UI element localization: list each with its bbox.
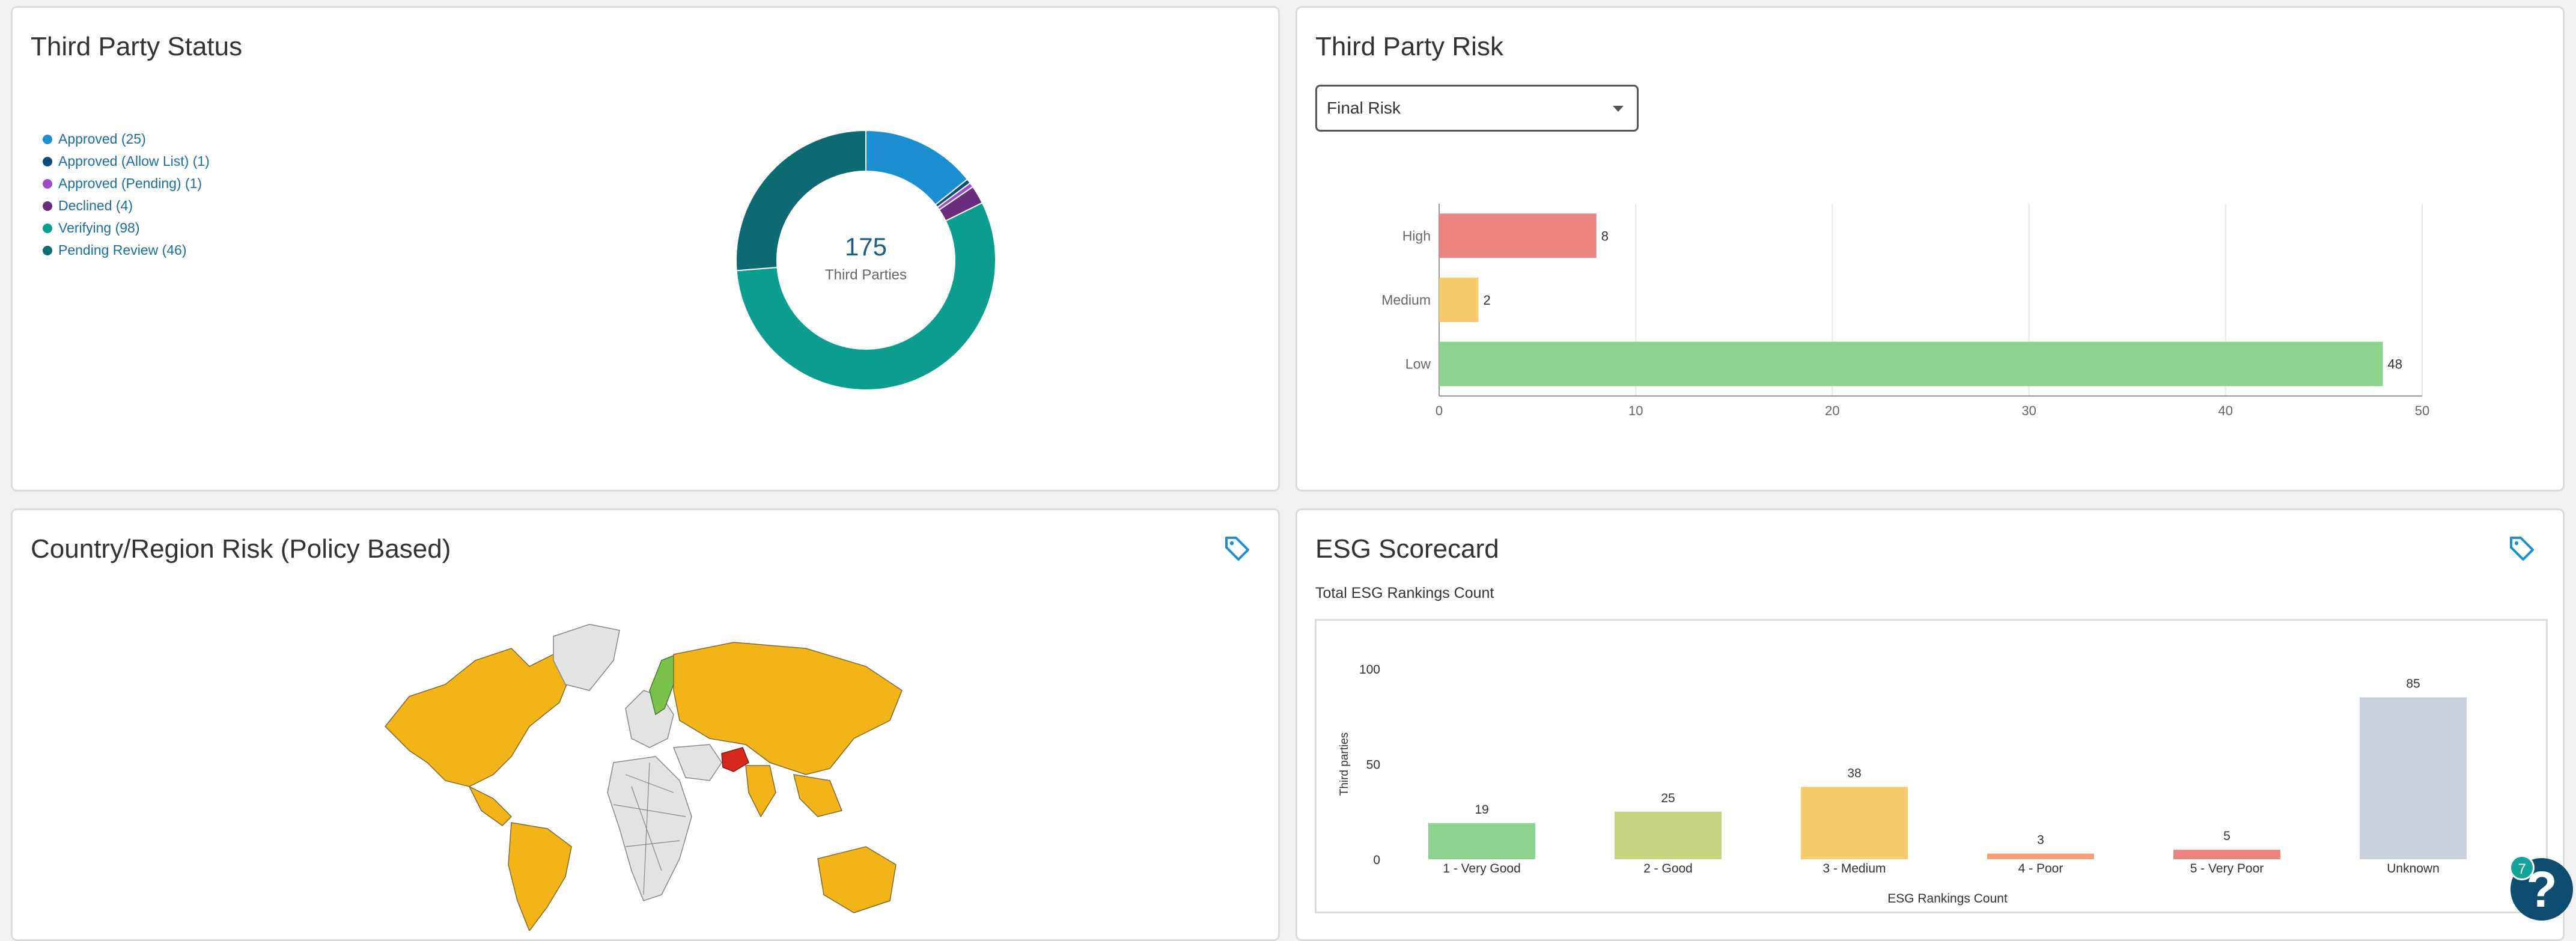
y-category-label: High	[1402, 228, 1431, 243]
y-tick-label: 50	[1366, 758, 1380, 772]
country-risk-card: Country/Region Risk (Policy Based)	[11, 508, 1280, 941]
third-party-risk-card: Third Party Risk Final Risk 0 10 20 30 40 50 H…	[1296, 6, 2565, 492]
x-category-label: 3 - Medium	[1822, 862, 1886, 876]
map-region-australia	[817, 846, 897, 913]
donut-center-label: Third Parties	[825, 267, 907, 283]
status-legend: Approved (25) Approved (Allow List) (1) …	[43, 128, 210, 261]
y-category-label: Medium	[1381, 292, 1431, 308]
x-axis-label: ESG Rankings Count	[1887, 892, 2008, 906]
esg-subtitle: Total ESG Rankings Count	[1315, 585, 1494, 601]
bar-value-label: 85	[2406, 677, 2420, 691]
x-tick-label: 30	[2021, 403, 2036, 418]
card-title: Third Party Status	[31, 32, 243, 61]
esg-bar[interactable]	[2173, 850, 2280, 859]
tag-icon[interactable]	[1223, 534, 1252, 563]
x-category-label: 4 - Poor	[2018, 862, 2063, 876]
legend-dot	[43, 134, 52, 144]
help-badge: 7	[2509, 855, 2535, 880]
card-title: Third Party Risk	[1315, 32, 1503, 61]
x-category-label: 2 - Good	[1643, 862, 1693, 876]
y-tick-label: 100	[1359, 663, 1380, 677]
map-region-south-america	[508, 822, 572, 931]
chevron-down-icon	[1613, 106, 1624, 112]
x-tick-label: 0	[1436, 403, 1443, 418]
status-donut-chart: 175 Third Parties	[735, 129, 996, 391]
x-tick-label: 50	[2415, 403, 2429, 418]
esg-bar[interactable]	[1615, 811, 1722, 859]
bar-value-label: 48	[2388, 357, 2402, 372]
card-title: ESG Scorecard	[1315, 534, 1499, 564]
legend-item[interactable]: Pending Review (46)	[43, 239, 210, 261]
select-value: Final Risk	[1327, 99, 1401, 117]
bar-value-label: 3	[2037, 833, 2044, 847]
card-title: Country/Region Risk (Policy Based)	[31, 534, 451, 564]
legend-item[interactable]: Approved (Pending) (1)	[43, 172, 210, 195]
risk-bar[interactable]	[1439, 341, 2383, 386]
legend-item[interactable]: Verifying (98)	[43, 217, 210, 239]
map-region-asia	[673, 642, 903, 775]
map-region-africa	[607, 756, 692, 901]
legend-dot	[43, 201, 52, 211]
legend-dot	[43, 245, 52, 255]
tag-icon[interactable]	[2507, 534, 2536, 563]
map-region-india	[745, 765, 776, 818]
legend-item[interactable]: Approved (Allow List) (1)	[43, 150, 210, 172]
donut-slice[interactable]	[735, 129, 866, 272]
third-party-status-card: Third Party Status Approved (25) Approve…	[11, 6, 1280, 492]
map-region-middle-east	[672, 744, 722, 781]
esg-bar[interactable]	[1987, 853, 2094, 859]
legend-dot	[43, 178, 52, 189]
legend-dot	[43, 156, 52, 166]
x-category-label: 5 - Very Poor	[2190, 862, 2264, 876]
bar-value-label: 8	[1601, 228, 1609, 243]
world-map	[384, 624, 903, 931]
y-category-label: Low	[1405, 356, 1431, 372]
legend-item[interactable]: Approved (25)	[43, 128, 210, 150]
x-category-label: Unknown	[2387, 862, 2440, 876]
x-category-label: 1 - Very Good	[1443, 862, 1521, 876]
map-region-north-america	[384, 648, 572, 787]
map-region-greenland	[553, 624, 620, 691]
map-region-central-america	[468, 785, 513, 826]
esg-bar[interactable]	[1801, 787, 1908, 859]
risk-type-select[interactable]: Final Risk	[1315, 85, 1639, 132]
bar-value-label: 5	[2223, 829, 2230, 843]
y-axis-label: Third parties	[1338, 732, 1351, 796]
legend-dot	[43, 223, 52, 233]
legend-item[interactable]: Declined (4)	[43, 195, 210, 217]
donut-slice[interactable]	[735, 202, 996, 391]
risk-bar[interactable]	[1439, 213, 1597, 258]
map-region-scandinavia	[649, 653, 677, 716]
esg-chart-frame: 0 50 100 Third parties 19 1 - Very Good 25 2 - …	[1315, 619, 2548, 913]
x-tick-label: 10	[1628, 403, 1643, 418]
esg-bar-chart: 0 50 100 Third parties 19 1 - Very Good 25 2 - …	[1338, 663, 2467, 906]
bar-value-label: 2	[1483, 293, 1490, 308]
bar-value-label: 19	[1475, 803, 1488, 817]
esg-bar[interactable]	[2360, 697, 2467, 859]
x-tick-label: 40	[2218, 403, 2233, 418]
risk-bar[interactable]	[1439, 278, 1479, 322]
map-region-southeast-asia	[793, 774, 843, 817]
map-region-high-risk	[721, 747, 749, 772]
risk-bar-chart: 0 10 20 30 40 50 High 8 Medium 2 Low 48	[1381, 204, 2429, 418]
y-tick-label: 0	[1373, 853, 1380, 867]
bar-value-label: 25	[1661, 791, 1675, 805]
esg-bar[interactable]	[1428, 823, 1535, 859]
x-tick-label: 20	[1825, 403, 1839, 418]
bar-value-label: 38	[1847, 767, 1861, 781]
donut-center-value: 175	[845, 233, 887, 261]
